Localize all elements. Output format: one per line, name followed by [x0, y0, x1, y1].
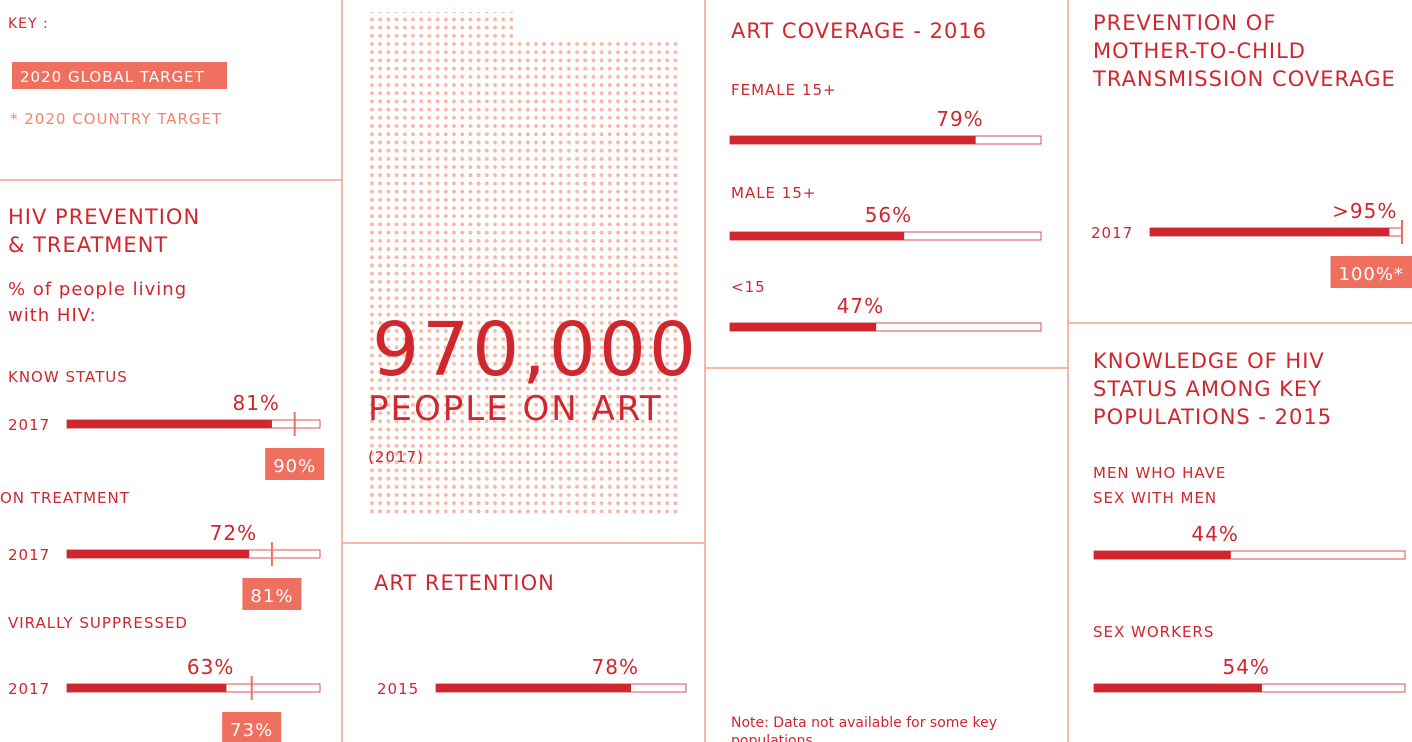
item-name: ON TREATMENT	[0, 489, 130, 507]
value-label: 63%	[187, 655, 234, 679]
year-label: 2015	[377, 680, 419, 698]
section-title: PREVENTION OF	[1093, 11, 1276, 35]
item-name: SEX WORKERS	[1093, 623, 1214, 641]
value-label: >95%	[1332, 199, 1397, 223]
value-label: 72%	[210, 521, 257, 545]
section-title: POPULATIONS - 2015	[1093, 405, 1332, 429]
dot-pattern	[366, 38, 680, 514]
target-label: 73%	[230, 720, 273, 741]
bar-fill	[1094, 684, 1262, 692]
bar-fill	[67, 550, 250, 558]
note: Note: Data not available for some key	[731, 715, 997, 731]
dot-pattern	[366, 12, 516, 42]
target-label: 100%*	[1339, 264, 1404, 285]
key-title: KEY :	[8, 16, 49, 32]
target-box	[222, 712, 282, 742]
value-label: 47%	[837, 294, 884, 318]
item-name: <15	[731, 278, 766, 296]
big-label: PEOPLE ON ART	[368, 389, 663, 429]
item-name: KNOW STATUS	[8, 368, 128, 386]
item-name: SEX WITH MEN	[1093, 489, 1217, 507]
value-label: 54%	[1222, 655, 1269, 679]
item-name: FEMALE 15+	[731, 81, 837, 99]
key-global-box	[12, 62, 227, 89]
section-title: ART COVERAGE - 2016	[731, 19, 987, 43]
item-name: VIRALLY SUPPRESSED	[8, 614, 188, 632]
value-label: 56%	[865, 203, 912, 227]
bar-fill	[730, 323, 877, 331]
target-box	[1330, 256, 1412, 288]
target-label: 90%	[273, 456, 316, 477]
section-title: ART RETENTION	[374, 571, 555, 595]
big-number: 970,000	[372, 307, 699, 393]
year-label: 2017	[8, 416, 50, 434]
item-name: MALE 15+	[731, 184, 816, 202]
value-label: 44%	[1191, 522, 1238, 546]
item-name: MEN WHO HAVE	[1093, 464, 1226, 482]
value-label: 79%	[936, 107, 983, 131]
section-title: STATUS AMONG KEY	[1093, 377, 1322, 401]
section-title: KNOWLEDGE OF HIV	[1093, 349, 1325, 373]
bar-fill	[436, 684, 631, 692]
section-title: & TREATMENT	[8, 233, 168, 257]
target-box	[242, 578, 302, 610]
year-label: 2017	[8, 680, 50, 698]
key-country: * 2020 COUNTRY TARGET	[10, 110, 222, 128]
bar-fill	[730, 136, 976, 144]
value-label: 81%	[232, 391, 279, 415]
note: populations	[731, 733, 813, 742]
section-title: HIV PREVENTION	[8, 205, 200, 229]
bar-fill	[730, 232, 905, 240]
section-title: TRANSMISSION COVERAGE	[1092, 67, 1396, 91]
subtitle: with HIV:	[8, 305, 97, 326]
target-box	[265, 448, 325, 480]
year-label: 2017	[8, 546, 50, 564]
value-label: 78%	[592, 655, 639, 679]
bar-fill	[1150, 228, 1390, 236]
subtitle: % of people living	[8, 279, 187, 300]
section-title: MOTHER-TO-CHILD	[1093, 39, 1306, 63]
bar-fill	[67, 420, 272, 428]
year-label: 2017	[1091, 224, 1133, 242]
bar-fill	[67, 684, 227, 692]
key-global: 2020 GLOBAL TARGET	[20, 68, 205, 86]
big-year: (2017)	[368, 448, 424, 466]
target-label: 81%	[250, 586, 293, 607]
bar-fill	[1094, 551, 1231, 559]
